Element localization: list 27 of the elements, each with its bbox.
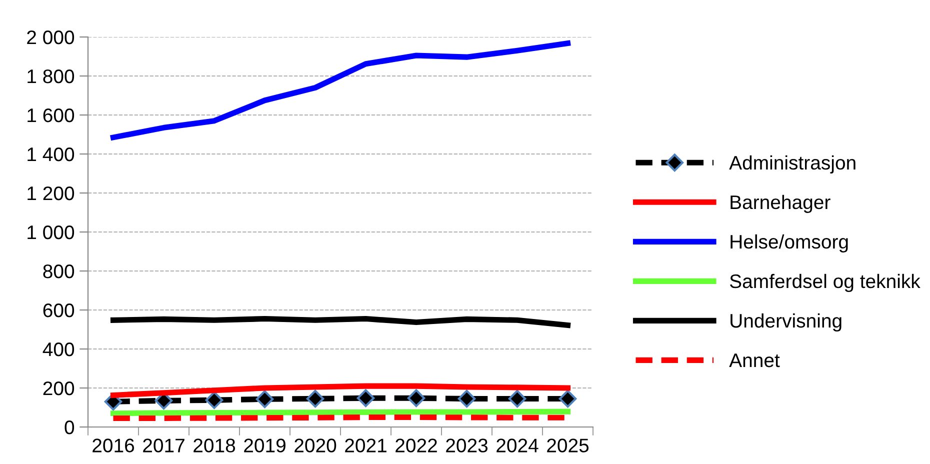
y-tick-label: 1 800 bbox=[28, 69, 74, 84]
x-tick-label: 2022 bbox=[396, 438, 437, 452]
y-tick-label: 1 200 bbox=[28, 186, 74, 200]
x-tick-label: 2023 bbox=[446, 438, 488, 452]
y-tick-label: 1 600 bbox=[28, 108, 74, 122]
x-tick-label: 2019 bbox=[244, 438, 286, 452]
legend-label: Administrasjon bbox=[729, 155, 856, 174]
legend-label: Annet bbox=[729, 354, 780, 368]
y-tick-label: 2 000 bbox=[27, 30, 74, 44]
x-tick-label: 2016 bbox=[92, 438, 134, 452]
y-tick-label: 1 400 bbox=[28, 147, 74, 162]
y-tick-label: 800 bbox=[43, 264, 74, 278]
y-tick-label: 600 bbox=[43, 303, 74, 318]
y-tick-label: 200 bbox=[43, 381, 74, 396]
x-tick-label: 2021 bbox=[345, 438, 386, 452]
x-tick-label: 2018 bbox=[194, 438, 236, 452]
x-tick-label: 2020 bbox=[294, 438, 336, 452]
y-tick-label: 1 000 bbox=[28, 225, 74, 240]
legend-label: Samferdsel og teknikk bbox=[730, 274, 920, 292]
legend-label: Undervisning bbox=[730, 313, 842, 332]
x-tick-label: 2025 bbox=[547, 438, 589, 452]
y-tick-label: 0 bbox=[64, 420, 74, 434]
x-tick-label: 2017 bbox=[143, 438, 184, 452]
legend-label: Helse/omsorg bbox=[730, 234, 848, 253]
legend-label: Barnehager bbox=[730, 194, 830, 213]
x-tick-label: 2024 bbox=[496, 438, 538, 452]
y-tick-label: 400 bbox=[42, 342, 74, 356]
